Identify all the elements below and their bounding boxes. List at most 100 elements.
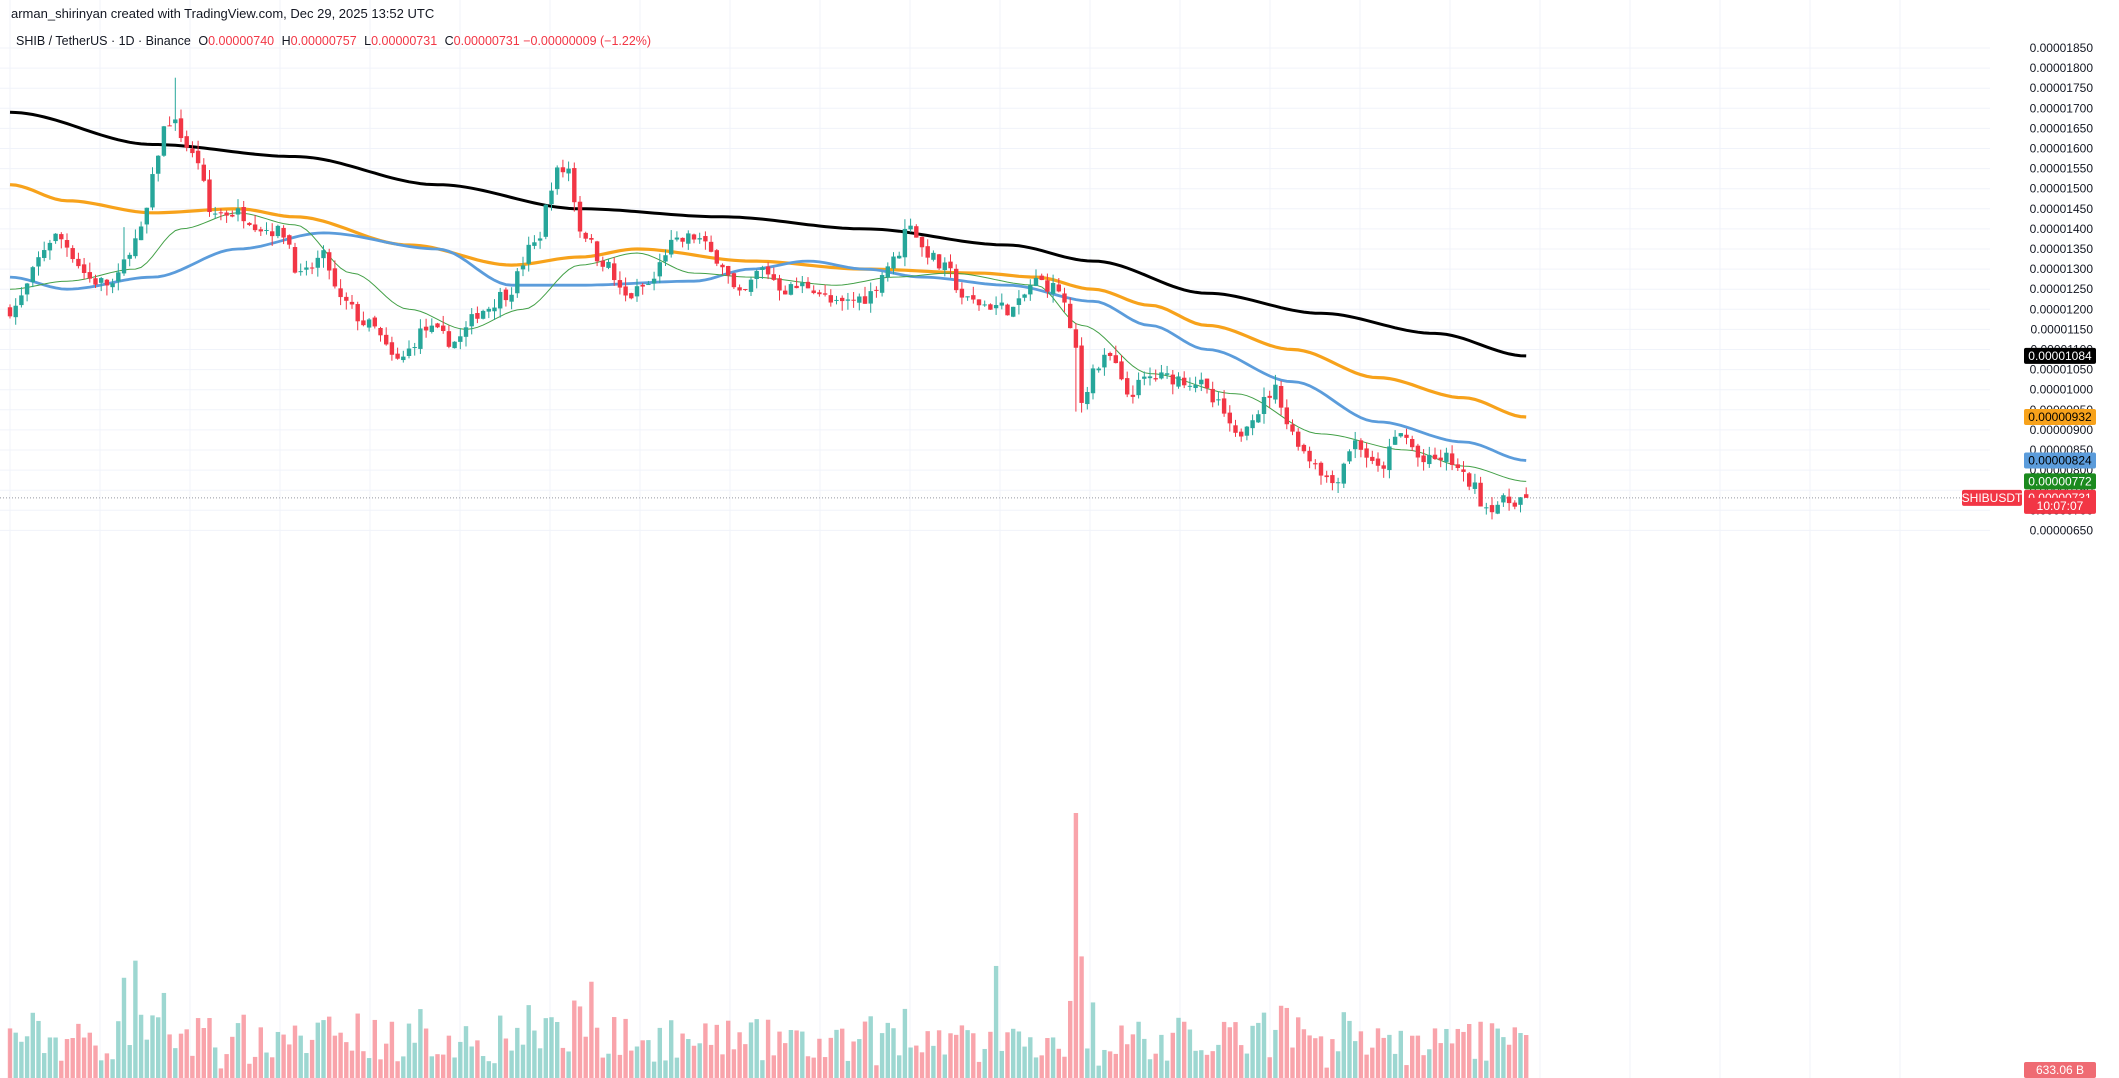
volume-bar	[70, 1037, 75, 1078]
candle-body	[908, 225, 913, 230]
countdown-tag-bg	[2024, 497, 2096, 514]
candle-body	[1335, 482, 1341, 484]
candle-body	[1387, 446, 1392, 471]
volume-bar	[469, 1046, 474, 1078]
candle-body	[235, 208, 241, 215]
volume-bar	[1068, 1000, 1073, 1078]
volume-bar	[24, 1036, 30, 1078]
volume-bar	[1478, 1021, 1483, 1078]
candle-body	[885, 266, 890, 278]
candle-body	[1392, 436, 1398, 445]
volume-bar	[1370, 1047, 1375, 1078]
candle-body	[537, 238, 543, 241]
volume-bar	[925, 1031, 930, 1078]
volume-bar	[1170, 1032, 1175, 1078]
candle-body	[651, 278, 657, 284]
volume-bar	[463, 1026, 469, 1078]
candle-body	[1484, 507, 1489, 509]
volume-bar	[64, 1039, 70, 1078]
volume-bar	[1438, 1043, 1443, 1078]
volume-bar	[361, 1051, 366, 1078]
candle-body	[13, 305, 18, 318]
candle-body	[64, 240, 70, 248]
candle-body	[446, 331, 452, 347]
candle-body	[834, 299, 839, 301]
candle-body	[754, 271, 759, 280]
candle-body	[771, 274, 776, 280]
candle-body	[976, 299, 982, 306]
volume-bar	[1404, 1065, 1409, 1078]
volume-bar	[1062, 1056, 1067, 1078]
candle-body	[1170, 374, 1175, 385]
volume-bar	[1467, 1024, 1472, 1078]
candle-body	[1028, 285, 1033, 295]
volume-bar	[1182, 1021, 1187, 1078]
candle-body	[549, 190, 554, 205]
volume-bar	[971, 1033, 976, 1078]
candle-body	[213, 213, 218, 215]
candle-body	[817, 292, 822, 295]
candle-body	[498, 291, 503, 309]
ma200-price-tag: 0.00001084	[2028, 349, 2092, 363]
candle-body	[959, 288, 965, 298]
candle-body	[1381, 465, 1386, 469]
change-value: −0.00000009 (−1.22%)	[523, 34, 652, 48]
candle-body	[1489, 505, 1495, 513]
y-tick-label: 0.00001200	[2030, 302, 2094, 316]
volume-bar	[53, 1037, 58, 1078]
candles	[7, 77, 1529, 520]
volume-bar	[475, 1040, 480, 1078]
candle-body	[760, 267, 765, 270]
ma50-price-tag: 0.00000824	[2028, 453, 2092, 467]
candle-body	[1524, 494, 1529, 498]
chart-credit: arman_shirinyan created with TradingView…	[11, 6, 435, 21]
candle-body	[703, 236, 708, 242]
volume-bar	[577, 1006, 583, 1078]
candle-body	[1404, 434, 1409, 438]
volume-tag: 633.06 B	[2036, 1063, 2084, 1077]
candle-body	[184, 136, 189, 148]
y-tick-label: 0.00001450	[2030, 202, 2094, 216]
volume-bar	[19, 1041, 24, 1078]
volume-bar	[384, 1043, 389, 1078]
close-label: C	[444, 34, 454, 48]
volume-bar	[874, 1065, 879, 1078]
candle-body	[1107, 352, 1113, 356]
volume-bar	[1524, 1035, 1529, 1078]
volume-bar	[651, 1061, 657, 1078]
volume-bar	[743, 1044, 748, 1078]
volume-bar	[252, 1056, 258, 1078]
volume-bar	[116, 1021, 121, 1078]
candle-body	[1182, 377, 1187, 386]
candle-body	[1421, 455, 1426, 463]
candle-body	[914, 226, 919, 238]
candle-body	[566, 168, 571, 174]
candle-body	[1495, 504, 1500, 514]
volume-bar	[1506, 1044, 1512, 1078]
volume-bar	[1444, 1028, 1449, 1078]
candle-body	[327, 252, 332, 271]
symbol-label[interactable]: SHIB / TetherUS · 1D · Binance	[16, 34, 191, 48]
volume-bar	[503, 1038, 509, 1078]
volume-bar	[287, 1044, 292, 1078]
volume-bar	[13, 1032, 18, 1078]
volume-bar	[1318, 1036, 1324, 1078]
volume-bar	[1244, 1053, 1250, 1078]
candle-body	[948, 261, 953, 269]
candle-body	[1096, 368, 1101, 371]
candle-body	[1199, 379, 1204, 385]
candle-body	[1318, 462, 1324, 476]
volume-bar	[178, 1033, 184, 1078]
volume-bar	[264, 1052, 269, 1078]
volume-bar	[87, 1032, 92, 1078]
volume-bar	[1512, 1027, 1517, 1078]
volume-bar	[184, 1029, 189, 1078]
volume-bar	[121, 977, 127, 1078]
volume-bar	[680, 1033, 685, 1078]
volume-bar	[1341, 1012, 1346, 1078]
volume-bar	[150, 1015, 155, 1078]
volume-bar	[327, 1016, 332, 1078]
candle-body	[1233, 425, 1238, 433]
candle-body	[1472, 482, 1478, 489]
volume-bar	[275, 1031, 281, 1078]
